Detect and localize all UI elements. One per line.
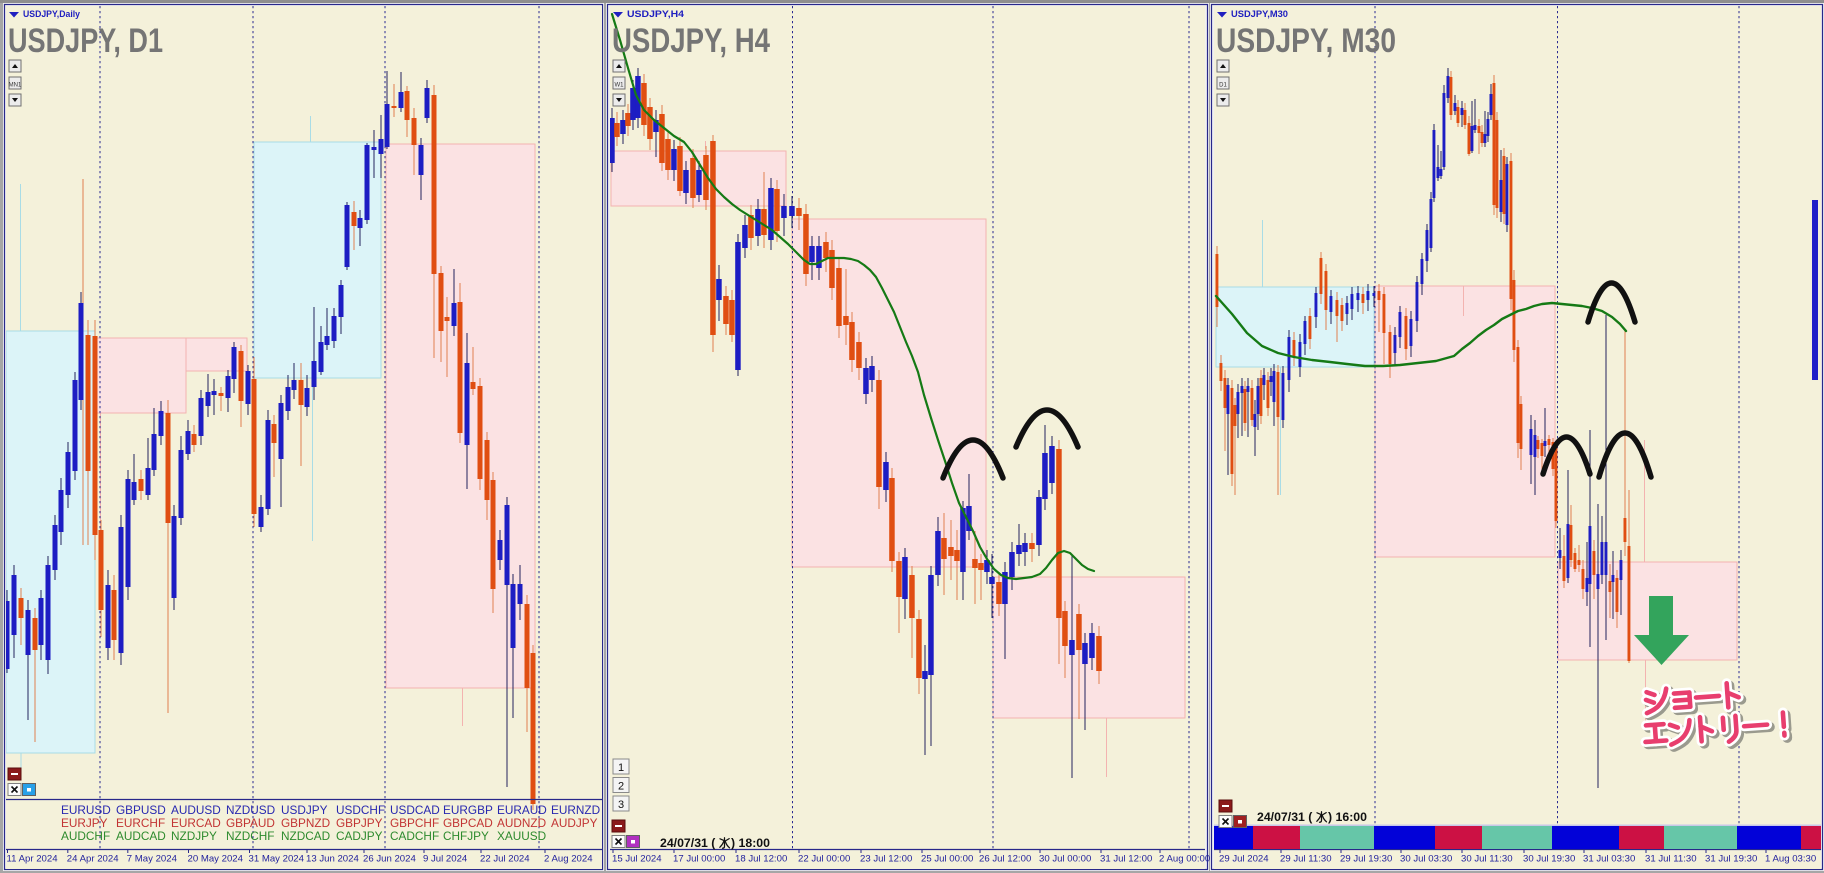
svg-text:USDJPY,Daily: USDJPY,Daily: [23, 9, 81, 20]
svg-text:EURNZD: EURNZD: [551, 803, 600, 817]
svg-text:USDCHF: USDCHF: [336, 803, 385, 817]
svg-text:D1: D1: [1219, 83, 1227, 89]
svg-text:AUDNZD: AUDNZD: [497, 816, 546, 830]
svg-text:24/07/31 (: 24/07/31 (: [660, 836, 716, 850]
svg-text:9 Jul 2024: 9 Jul 2024: [423, 854, 468, 865]
svg-text:GBPCHF: GBPCHF: [390, 816, 439, 830]
svg-text:30 Jul 00:00: 30 Jul 00:00: [1039, 854, 1091, 865]
svg-text:15 Jul 2024: 15 Jul 2024: [612, 854, 662, 865]
svg-text:AUDUSD: AUDUSD: [171, 803, 221, 817]
svg-text:USDJPY: USDJPY: [281, 803, 328, 817]
svg-text:22 Jul 2024: 22 Jul 2024: [480, 854, 530, 865]
svg-text:GBPAUD: GBPAUD: [226, 816, 275, 830]
svg-text:1: 1: [618, 762, 624, 774]
svg-text:31 Jul 03:30: 31 Jul 03:30: [1583, 854, 1635, 865]
svg-text:NZDUSD: NZDUSD: [226, 803, 275, 817]
svg-text:USDJPY,M30: USDJPY,M30: [1231, 9, 1288, 20]
svg-text:USDCAD: USDCAD: [390, 803, 440, 817]
svg-text:3: 3: [618, 799, 624, 811]
svg-text:EURUSD: EURUSD: [61, 803, 111, 817]
svg-text:30 Jul 19:30: 30 Jul 19:30: [1523, 854, 1575, 865]
svg-text:AUDJPY: AUDJPY: [551, 816, 598, 830]
svg-text:EURCHF: EURCHF: [116, 816, 165, 830]
svg-text:USDJPY, M30: USDJPY, M30: [1216, 22, 1396, 60]
svg-text:AUDCAD: AUDCAD: [116, 829, 166, 843]
svg-text:USDJPY,H4: USDJPY,H4: [627, 9, 685, 20]
svg-text:31 May 2024: 31 May 2024: [249, 854, 305, 865]
svg-text:13 Jun 2024: 13 Jun 2024: [306, 854, 359, 865]
svg-text:MN1: MN1: [9, 83, 22, 89]
svg-text:) 16:00: ) 16:00: [1328, 810, 1367, 824]
svg-text:USDJPY, D1: USDJPY, D1: [8, 22, 163, 60]
svg-text:24/07/31 (: 24/07/31 (: [1257, 810, 1313, 824]
svg-text:AUDCHF: AUDCHF: [61, 829, 110, 843]
svg-text:) 18:00: ) 18:00: [731, 836, 770, 850]
svg-text:NZDCAD: NZDCAD: [281, 829, 330, 843]
svg-text:CHFJPY: CHFJPY: [443, 829, 489, 843]
svg-text:GBPJPY: GBPJPY: [336, 816, 383, 830]
svg-text:25 Jul 00:00: 25 Jul 00:00: [921, 854, 973, 865]
svg-text:18 Jul 12:00: 18 Jul 12:00: [735, 854, 787, 865]
svg-text:7 May 2024: 7 May 2024: [127, 854, 178, 865]
svg-text:17 Jul 00:00: 17 Jul 00:00: [673, 854, 725, 865]
svg-text:2 Aug 00:00: 2 Aug 00:00: [1159, 854, 1210, 865]
svg-text:XAUUSD: XAUUSD: [497, 829, 546, 843]
svg-text:GBPUSD: GBPUSD: [116, 803, 166, 817]
svg-text:23 Jul 12:00: 23 Jul 12:00: [860, 854, 912, 865]
svg-text:EURJPY: EURJPY: [61, 816, 108, 830]
svg-text:GBPCAD: GBPCAD: [443, 816, 493, 830]
svg-text:11 Apr 2024: 11 Apr 2024: [7, 854, 59, 865]
svg-text:26 Jun 2024: 26 Jun 2024: [363, 854, 416, 865]
svg-text:29 Jul 2024: 29 Jul 2024: [1219, 854, 1269, 865]
svg-text:30 Jul 03:30: 30 Jul 03:30: [1400, 854, 1452, 865]
svg-text:W1: W1: [615, 83, 625, 89]
svg-text:NZDCHF: NZDCHF: [226, 829, 275, 843]
svg-text:EURGBP: EURGBP: [443, 803, 493, 817]
svg-text:EURCAD: EURCAD: [171, 816, 221, 830]
svg-text:31 Jul 12:00: 31 Jul 12:00: [1100, 854, 1152, 865]
svg-text:30 Jul 11:30: 30 Jul 11:30: [1461, 854, 1513, 865]
svg-text:1 Aug 03:30: 1 Aug 03:30: [1765, 854, 1816, 865]
svg-text:GBPNZD: GBPNZD: [281, 816, 330, 830]
svg-text:2: 2: [618, 781, 624, 793]
svg-text:NZDJPY: NZDJPY: [171, 829, 217, 843]
svg-text:31 Jul 11:30: 31 Jul 11:30: [1645, 854, 1697, 865]
svg-text:CADCHF: CADCHF: [390, 829, 439, 843]
svg-text:CADJPY: CADJPY: [336, 829, 383, 843]
svg-text:24 Apr 2024: 24 Apr 2024: [67, 854, 119, 865]
svg-text:29 Jul 11:30: 29 Jul 11:30: [1280, 854, 1332, 865]
svg-text:26 Jul 12:00: 26 Jul 12:00: [979, 854, 1031, 865]
svg-text:USDJPY, H4: USDJPY, H4: [612, 22, 770, 60]
svg-text:29 Jul 19:30: 29 Jul 19:30: [1340, 854, 1392, 865]
svg-text:EURAUD: EURAUD: [497, 803, 547, 817]
svg-text:2 Aug 2024: 2 Aug 2024: [544, 854, 593, 865]
svg-text:20 May 2024: 20 May 2024: [188, 854, 244, 865]
svg-text:31 Jul 19:30: 31 Jul 19:30: [1705, 854, 1757, 865]
svg-text:22 Jul 00:00: 22 Jul 00:00: [798, 854, 850, 865]
